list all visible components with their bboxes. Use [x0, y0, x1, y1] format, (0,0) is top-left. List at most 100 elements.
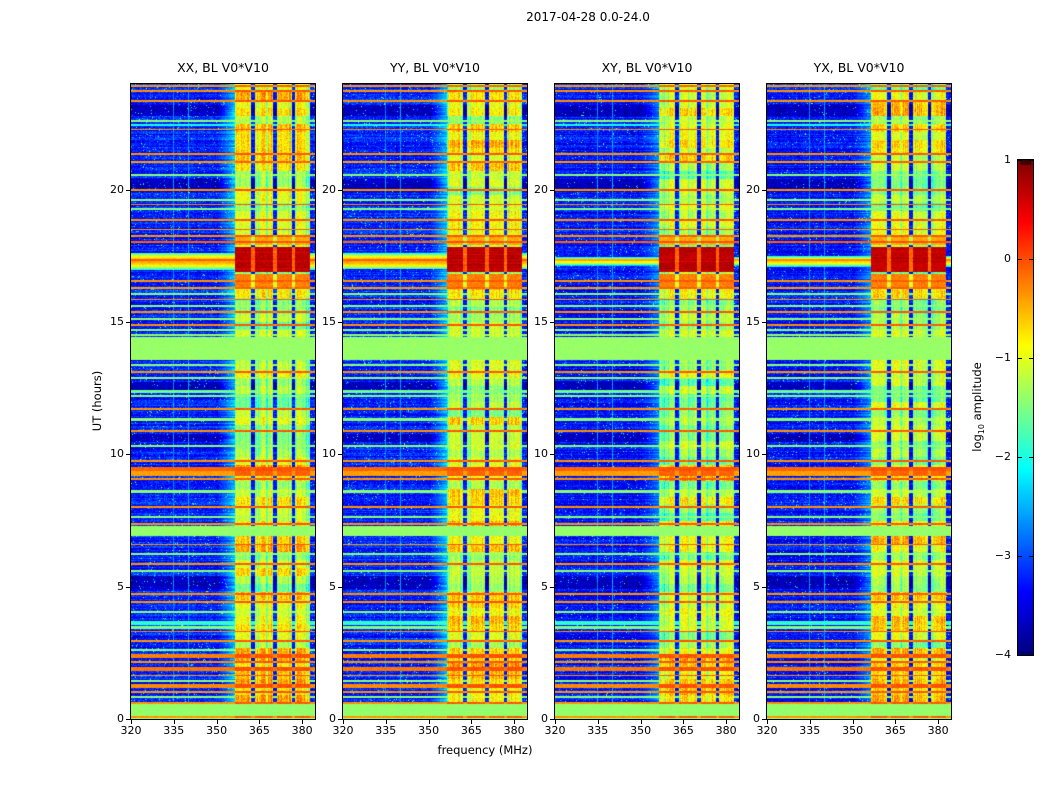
colorbar-tick-mark — [1029, 160, 1033, 161]
x-tick-mark — [641, 720, 642, 724]
y-tick-label: 15 — [746, 315, 760, 329]
colorbar-tick-label: −1 — [994, 351, 1011, 364]
colorbar-tick-mark — [1018, 259, 1022, 260]
x-tick-mark — [853, 720, 854, 724]
x-tick-label: 365 — [460, 724, 482, 737]
colorbar-tick-mark — [1018, 655, 1022, 656]
y-tick-label: 0 — [329, 712, 336, 725]
x-tick-label: 335 — [375, 724, 397, 737]
y-tick-mark — [126, 190, 130, 191]
spectrogram-panel-xx — [130, 83, 316, 720]
spectrogram-panel-xy — [554, 83, 740, 720]
x-tick-mark — [259, 720, 260, 724]
y-tick-mark — [126, 454, 130, 455]
x-tick-label: 335 — [799, 724, 821, 737]
x-tick-mark — [767, 720, 768, 724]
x-tick-mark — [429, 720, 430, 724]
x-tick-label: 350 — [842, 724, 864, 737]
colorbar-label: log10 amplitude — [970, 362, 986, 452]
y-tick-label: 20 — [746, 182, 760, 196]
x-tick-label: 335 — [163, 724, 185, 737]
y-tick-mark — [762, 719, 766, 720]
colorbar-tick-mark — [1018, 358, 1022, 359]
y-tick-label: 5 — [541, 579, 548, 593]
panel-title: YX, BL V0*V10 — [813, 60, 905, 75]
colorbar — [1017, 159, 1034, 656]
y-tick-mark — [126, 719, 130, 720]
y-tick-mark — [762, 587, 766, 588]
x-tick-mark — [343, 720, 344, 724]
colorbar-tick-label: 0 — [1004, 252, 1011, 265]
colorbar-tick-label: 1 — [1004, 153, 1011, 166]
y-tick-mark — [550, 587, 554, 588]
y-tick-mark — [550, 454, 554, 455]
x-tick-label: 320 — [120, 724, 142, 737]
x-tick-label: 350 — [418, 724, 440, 737]
figure-title: 2017-04-28 0.0-24.0 — [526, 10, 650, 24]
y-axis-label: UT (hours) — [90, 370, 104, 432]
y-tick-label: 10 — [746, 447, 760, 461]
y-tick-mark — [550, 322, 554, 323]
colorbar-tick-label: −4 — [994, 648, 1011, 661]
x-tick-mark — [726, 720, 727, 724]
y-tick-mark — [126, 587, 130, 588]
x-tick-label: 335 — [587, 724, 609, 737]
colorbar-tick-label: −2 — [994, 450, 1011, 463]
y-tick-label: 15 — [534, 315, 548, 329]
x-tick-label: 365 — [884, 724, 906, 737]
x-tick-mark — [895, 720, 896, 724]
x-tick-mark — [598, 720, 599, 724]
panel-title: XX, BL V0*V10 — [177, 60, 269, 75]
y-tick-label: 15 — [110, 315, 124, 329]
colorbar-tick-mark — [1018, 457, 1022, 458]
x-tick-label: 380 — [291, 724, 313, 737]
spectrogram-canvas — [555, 84, 739, 719]
x-tick-label: 350 — [206, 724, 228, 737]
spectrogram-canvas — [131, 84, 315, 719]
y-tick-mark — [762, 190, 766, 191]
spectrogram-canvas — [343, 84, 527, 719]
y-tick-mark — [550, 190, 554, 191]
colorbar-tick-mark — [1029, 556, 1033, 557]
x-tick-mark — [471, 720, 472, 724]
spectrogram-panel-yx — [766, 83, 952, 720]
y-tick-label: 0 — [117, 712, 124, 725]
y-tick-label: 20 — [534, 182, 548, 196]
spectrogram-panel-yy — [342, 83, 528, 720]
colorbar-label-amplitude: amplitude — [969, 362, 984, 425]
x-tick-label: 320 — [756, 724, 778, 737]
x-tick-label: 320 — [544, 724, 566, 737]
colorbar-tick-mark — [1029, 358, 1033, 359]
y-tick-label: 20 — [110, 182, 124, 196]
y-tick-label: 15 — [322, 315, 336, 329]
colorbar-label-subscript: 10 — [977, 424, 987, 435]
x-axis-label: frequency (MHz) — [437, 743, 533, 757]
y-tick-mark — [550, 719, 554, 720]
x-tick-mark — [302, 720, 303, 724]
x-tick-label: 380 — [503, 724, 525, 737]
y-tick-label: 20 — [322, 182, 336, 196]
y-tick-label: 0 — [753, 712, 760, 725]
x-tick-mark — [555, 720, 556, 724]
colorbar-tick-mark — [1018, 160, 1022, 161]
y-tick-mark — [126, 322, 130, 323]
x-tick-label: 365 — [248, 724, 270, 737]
colorbar-gradient — [1018, 160, 1033, 655]
x-tick-mark — [131, 720, 132, 724]
colorbar-tick-mark — [1029, 457, 1033, 458]
y-tick-mark — [338, 719, 342, 720]
y-tick-mark — [338, 190, 342, 191]
y-tick-mark — [338, 587, 342, 588]
y-tick-label: 10 — [534, 447, 548, 461]
x-tick-mark — [514, 720, 515, 724]
colorbar-tick-mark — [1029, 259, 1033, 260]
x-tick-mark — [174, 720, 175, 724]
x-tick-mark — [938, 720, 939, 724]
x-tick-label: 380 — [927, 724, 949, 737]
y-tick-label: 5 — [753, 579, 760, 593]
x-tick-mark — [810, 720, 811, 724]
panel-title: XY, BL V0*V10 — [601, 60, 693, 75]
y-tick-label: 0 — [541, 712, 548, 725]
x-tick-label: 320 — [332, 724, 354, 737]
